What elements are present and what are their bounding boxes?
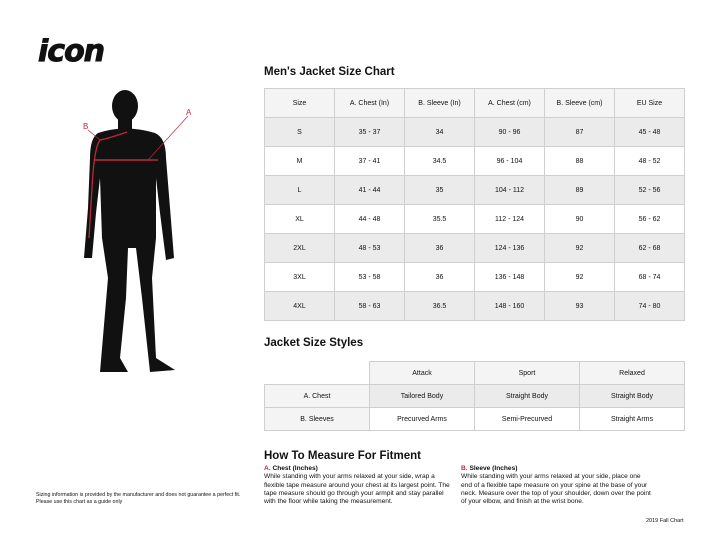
table-cell: 37 - 41 (334, 146, 405, 176)
svg-text:icon: icon (38, 38, 104, 66)
table-row: M 37 - 41 34.5 96 - 104 88 48 - 52 (264, 146, 685, 176)
header-cell: Attack (369, 361, 475, 385)
size-chart-title: Men's Jacket Size Chart (264, 66, 395, 78)
table-cell: Straight Body (579, 384, 685, 408)
body-silhouette: A B (70, 88, 210, 383)
table-row: L 41 - 44 35 104 - 112 89 52 - 56 (264, 175, 685, 205)
header-cell: A. Chest (cm) (474, 88, 545, 118)
table-cell: Precurved Arms (369, 407, 475, 431)
header-cell: B. Sleeve (cm) (544, 88, 615, 118)
blank-cell (264, 361, 370, 385)
chest-body: While standing with your arms relaxed at… (264, 473, 450, 506)
table-cell: B. Sleeves (264, 407, 370, 431)
header-cell: A. Chest (In) (334, 88, 405, 118)
table-cell: Straight Arms (579, 407, 685, 431)
table-cell: 96 - 104 (474, 146, 545, 176)
disclaimer: Sizing information is provided by the ma… (36, 492, 241, 505)
table-cell: 35 - 37 (334, 117, 405, 147)
table-cell: Straight Body (474, 384, 580, 408)
table-row: XL 44 - 48 35.5 112 - 124 90 56 - 62 (264, 204, 685, 234)
table-cell: 3XL (264, 262, 335, 292)
table-cell: XL (264, 204, 335, 234)
chest-letter: A. (264, 465, 271, 472)
header-cell: Sport (474, 361, 580, 385)
table-cell: 89 (544, 175, 615, 205)
table-header-row: Size A. Chest (In) B. Sleeve (In) A. Chest … (264, 88, 685, 118)
table-cell: 44 - 48 (334, 204, 405, 234)
table-cell: 74 - 80 (614, 291, 685, 321)
sleeve-heading: Sleeve (Inches) (469, 465, 518, 472)
table-cell: 62 - 68 (614, 233, 685, 263)
table-cell: 45 - 48 (614, 117, 685, 147)
table-cell: 136 - 148 (474, 262, 545, 292)
table-cell: 35.5 (404, 204, 475, 234)
table-cell: A. Chest (264, 384, 370, 408)
styles-table: Attack Sport Relaxed A. Chest Tailored Body… (264, 361, 685, 431)
header-cell: B. Sleeve (In) (404, 88, 475, 118)
table-cell: 104 - 112 (474, 175, 545, 205)
table-cell: 93 (544, 291, 615, 321)
table-cell: 68 - 74 (614, 262, 685, 292)
chest-instructions: A. Chest (Inches) While standing with yo… (264, 465, 454, 506)
label-b: B (83, 122, 89, 131)
table-row: B. Sleeves Precurved Arms Semi-Precurved St… (264, 407, 685, 431)
table-cell: 58 - 63 (334, 291, 405, 321)
table-cell: S (264, 117, 335, 147)
table-cell: 35 (404, 175, 475, 205)
table-cell: 87 (544, 117, 615, 147)
table-cell: 36 (404, 233, 475, 263)
table-cell: 124 - 136 (474, 233, 545, 263)
size-chart-table: Size A. Chest (In) B. Sleeve (In) A. Chest … (264, 88, 685, 321)
table-cell: 34 (404, 117, 475, 147)
chest-heading: Chest (Inches) (272, 465, 318, 472)
styles-title: Jacket Size Styles (264, 337, 364, 349)
table-cell: 34.5 (404, 146, 475, 176)
table-cell: 53 - 58 (334, 262, 405, 292)
table-cell: 92 (544, 262, 615, 292)
table-cell: 52 - 56 (614, 175, 685, 205)
table-row: 3XL 53 - 58 36 136 - 148 92 68 - 74 (264, 262, 685, 292)
icon-logo: icon (36, 34, 146, 71)
table-cell: 56 - 62 (614, 204, 685, 234)
table-row: 2XL 48 - 53 36 124 - 136 92 62 - 68 (264, 233, 685, 263)
table-cell: 90 (544, 204, 615, 234)
table-cell: Semi-Precurved (474, 407, 580, 431)
table-cell: 36.5 (404, 291, 475, 321)
sleeve-body: While standing with your arms relaxed at… (461, 473, 651, 506)
header-cell: EU Size (614, 88, 685, 118)
header-cell: Relaxed (579, 361, 685, 385)
table-cell: 90 - 96 (474, 117, 545, 147)
table-row: S 35 - 37 34 90 - 96 87 45 - 48 (264, 117, 685, 147)
table-cell: 36 (404, 262, 475, 292)
table-cell: Tailored Body (369, 384, 475, 408)
table-cell: 48 - 52 (614, 146, 685, 176)
header-cell: Size (264, 88, 335, 118)
table-cell: 48 - 53 (334, 233, 405, 263)
label-a: A (186, 108, 192, 117)
table-cell: 41 - 44 (334, 175, 405, 205)
sleeve-letter: B. (461, 465, 468, 472)
table-cell: L (264, 175, 335, 205)
table-header-row: Attack Sport Relaxed (264, 361, 685, 385)
table-cell: 92 (544, 233, 615, 263)
table-row: 4XL 58 - 63 36.5 148 - 160 93 74 - 80 (264, 291, 685, 321)
table-cell: 148 - 160 (474, 291, 545, 321)
footer-note: 2019 Fall Chart (646, 518, 684, 524)
sleeve-instructions: B. Sleeve (Inches) While standing with y… (461, 465, 653, 506)
table-cell: 88 (544, 146, 615, 176)
table-row: A. Chest Tailored Body Straight Body Straig… (264, 384, 685, 408)
table-cell: 4XL (264, 291, 335, 321)
table-cell: 112 - 124 (474, 204, 545, 234)
table-cell: 2XL (264, 233, 335, 263)
table-cell: M (264, 146, 335, 176)
measure-title: How To Measure For Fitment (264, 450, 421, 462)
